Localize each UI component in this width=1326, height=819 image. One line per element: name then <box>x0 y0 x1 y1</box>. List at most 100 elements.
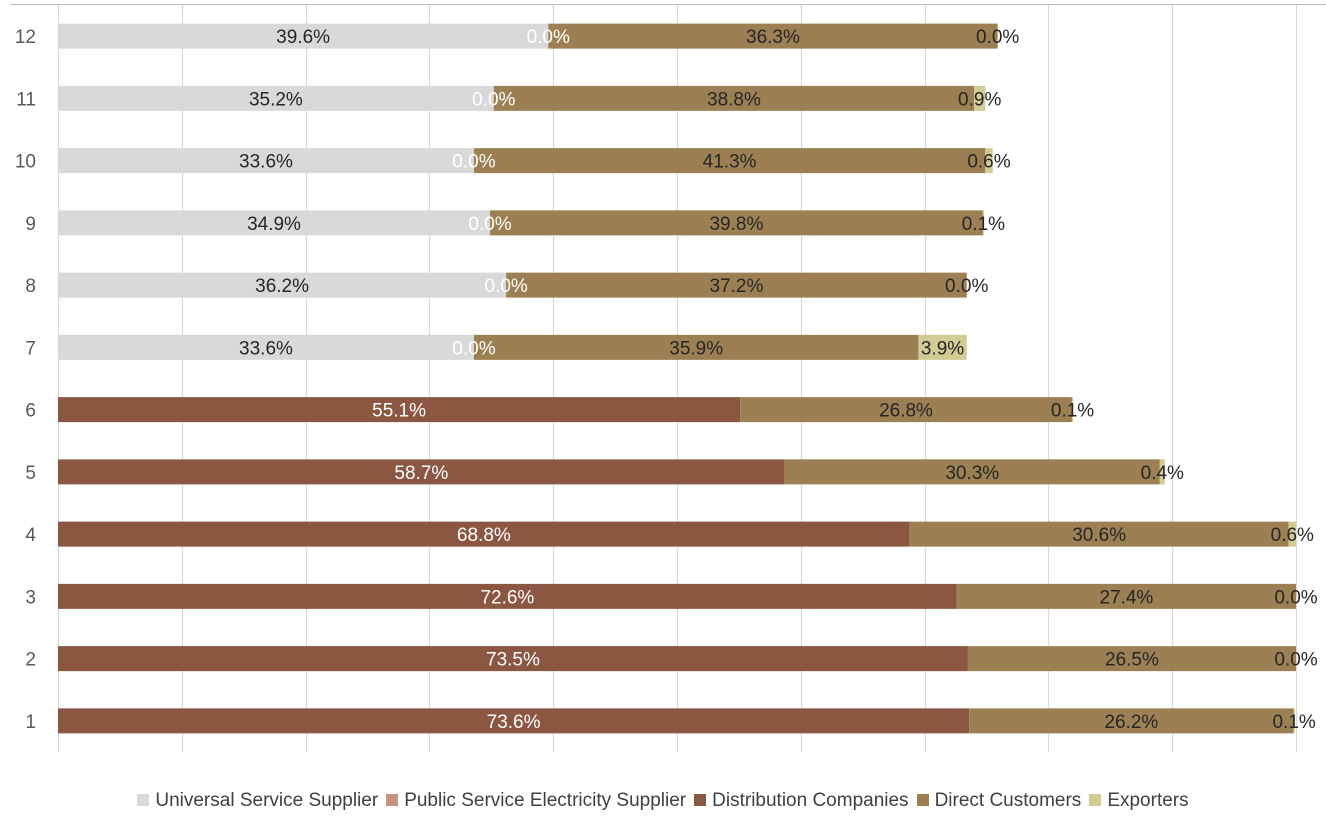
bar-segment-exporters <box>982 210 985 236</box>
data-label: 58.7% <box>394 463 448 484</box>
legend-swatch <box>137 794 150 806</box>
bar-segment-exporters <box>1293 708 1295 734</box>
data-label: 55.1% <box>372 401 426 422</box>
bar-segment-universal-service-supplier <box>58 210 491 236</box>
data-label: 34.9% <box>247 214 301 235</box>
data-label: 0.6% <box>967 152 1010 173</box>
bar-segment-exporters <box>918 334 967 360</box>
bar-segment-exporters <box>1288 521 1296 547</box>
category-tick-label: 10 <box>15 152 36 173</box>
bar-segment-exporters <box>985 148 993 174</box>
legend-item: Direct Customers <box>916 790 1082 812</box>
category-tick-label: 2 <box>25 650 36 671</box>
data-label: 72.6% <box>480 587 534 608</box>
data-label: 3.9% <box>921 338 964 359</box>
data-label: 36.2% <box>255 276 309 297</box>
bar-segment-direct-customers <box>473 334 919 360</box>
data-label: 41.3% <box>703 152 757 173</box>
data-label: 0.0% <box>976 27 1019 48</box>
category-tick-label: 6 <box>25 401 36 422</box>
bar-segment-exporters <box>1071 397 1074 423</box>
legend-item: Public Service Electricity Supplier <box>386 790 686 812</box>
data-label: 73.6% <box>487 712 541 733</box>
bar-segment-direct-customers <box>956 583 1296 609</box>
data-label: 39.8% <box>709 214 763 235</box>
data-label: 35.2% <box>249 89 303 110</box>
bar-segment-distribution-companies <box>58 708 970 734</box>
data-label: 0.4% <box>1141 463 1184 484</box>
data-label: 0.0% <box>452 152 495 173</box>
data-label: 33.6% <box>239 338 293 359</box>
bar-segment-direct-customers <box>493 85 975 111</box>
bar-segment-direct-customers <box>490 210 983 236</box>
legend-item: Exporters <box>1089 790 1189 812</box>
legend-swatch <box>694 794 707 806</box>
bar-segment-distribution-companies <box>58 646 968 672</box>
data-label: 0.0% <box>527 27 570 48</box>
data-label: 35.9% <box>669 338 723 359</box>
bar-segment-direct-customers <box>506 272 967 298</box>
bar-segment-direct-customers <box>784 459 1160 485</box>
bar-segments <box>58 23 1296 734</box>
data-label: 30.3% <box>945 463 999 484</box>
bar-segment-universal-service-supplier <box>58 272 507 298</box>
data-label: 0.6% <box>1271 525 1314 546</box>
data-label: 68.8% <box>457 525 511 546</box>
data-label: 0.0% <box>472 89 515 110</box>
category-tick-label: 3 <box>25 587 36 608</box>
legend-label: Direct Customers <box>934 790 1082 811</box>
bar-segment-direct-customers <box>548 23 998 49</box>
legend-swatch <box>386 794 399 806</box>
data-label: 0.0% <box>484 276 527 297</box>
category-tick-label: 5 <box>25 463 36 484</box>
bar-segment-distribution-companies <box>58 583 957 609</box>
data-label: 0.9% <box>958 89 1001 110</box>
data-label: 30.6% <box>1072 525 1126 546</box>
data-label: 36.3% <box>746 27 800 48</box>
bar-segment-universal-service-supplier <box>58 334 474 360</box>
data-label: 0.0% <box>468 214 511 235</box>
legend-item: Universal Service Supplier <box>137 790 378 812</box>
data-label: 0.0% <box>452 338 495 359</box>
data-label: 0.0% <box>1274 650 1317 671</box>
data-label: 27.4% <box>1099 587 1153 608</box>
bar-segment-universal-service-supplier <box>58 23 549 49</box>
data-labels: 73.6% 26.2% 0.1% 73.5% 26.5% 0.0% 72.6% 27.4% 0.… <box>239 27 1318 733</box>
category-tick-label: 11 <box>16 89 36 110</box>
category-tick-label: 9 <box>25 214 36 235</box>
data-label: 37.2% <box>709 276 763 297</box>
legend-swatch <box>916 794 929 806</box>
bar-segment-universal-service-supplier <box>58 85 494 111</box>
bar-segment-universal-service-supplier <box>58 148 474 174</box>
legend-label: Public Service Electricity Supplier <box>404 790 687 811</box>
legend-label: Distribution Companies <box>712 790 909 811</box>
bar-segment-direct-customers <box>967 646 1296 672</box>
legend-label: Exporters <box>1107 790 1189 811</box>
data-label: 0.1% <box>1051 401 1094 422</box>
category-tick-label: 8 <box>25 276 36 297</box>
bar-segment-exporters <box>1159 459 1165 485</box>
data-label: 0.0% <box>1274 587 1317 608</box>
bar-segment-direct-customers <box>473 148 986 174</box>
bar-segment-direct-customers <box>909 521 1289 547</box>
bar-segment-direct-customers <box>740 397 1072 423</box>
legend-label: Universal Service Supplier <box>155 790 379 811</box>
data-label: 33.6% <box>239 152 293 173</box>
category-tick-label: 12 <box>15 27 36 48</box>
data-label: 39.6% <box>276 27 330 48</box>
legend-swatch <box>1089 794 1102 806</box>
category-tick-label: 4 <box>25 525 36 546</box>
bar-segment-direct-customers <box>969 708 1294 734</box>
legend: Universal Service Supplier Public Service… <box>0 790 1326 812</box>
bar-segment-distribution-companies <box>58 521 910 547</box>
category-tick-label: 7 <box>25 338 36 359</box>
data-label: 0.0% <box>945 276 988 297</box>
data-label: 73.5% <box>486 650 540 671</box>
bar-segment-distribution-companies <box>58 397 741 423</box>
data-label: 0.1% <box>962 214 1005 235</box>
data-label: 26.5% <box>1105 650 1159 671</box>
category-tick-label: 1 <box>25 712 36 733</box>
bar-segment-distribution-companies <box>58 459 785 485</box>
